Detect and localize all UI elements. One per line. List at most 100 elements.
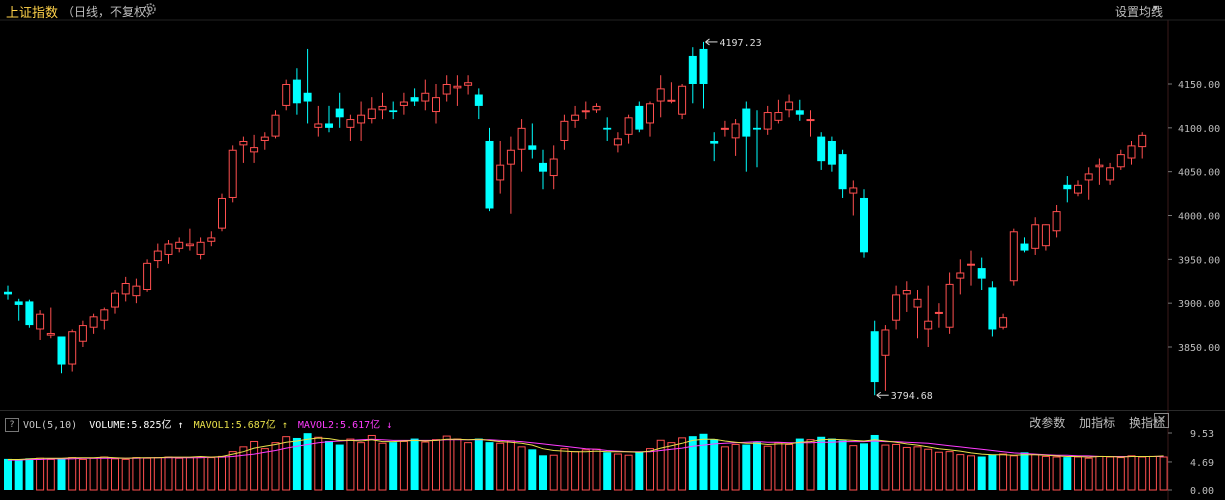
candle-body-down <box>870 331 879 383</box>
candle-body-down <box>539 162 547 172</box>
volume-bar-up <box>613 453 622 491</box>
volume-bar-up <box>1084 457 1093 491</box>
volume-bar-down <box>870 434 879 490</box>
volume-bar-up <box>346 438 355 491</box>
volume-bar-up <box>260 448 269 491</box>
volume-bar-up <box>1106 456 1115 491</box>
volume-bar-down <box>860 443 868 490</box>
indicator-tools: 改参数 加指标 换指标 <box>1019 414 1165 431</box>
candle-body-down <box>528 145 537 150</box>
candle-body-up <box>624 117 633 135</box>
price-tick-label: 4100.00 <box>1178 124 1220 135</box>
volume-bar-up <box>667 442 676 491</box>
volume-bar-up <box>1148 455 1157 491</box>
chevron-down-icon[interactable]: ▾ <box>1153 3 1159 14</box>
candle-body-down <box>817 136 826 162</box>
candle-body-up <box>164 243 173 255</box>
candle-body-down <box>827 140 836 165</box>
candle-body-up <box>763 112 772 130</box>
volume-bar-up <box>881 444 890 491</box>
change-params-button[interactable]: 改参数 <box>1029 416 1066 430</box>
volume-bar-up <box>89 457 98 491</box>
volume-bar-up <box>1074 456 1082 491</box>
candle-body-up <box>46 332 55 336</box>
volume-bar-up <box>720 446 729 491</box>
candle-body-up <box>399 101 408 106</box>
volume-bar-down <box>292 437 301 490</box>
candle-body-up <box>646 103 654 124</box>
candle-body-up <box>100 309 109 321</box>
candle-body-down <box>988 287 997 330</box>
volume-bar-up <box>164 456 173 491</box>
volume-bar-up <box>849 445 858 491</box>
candle-body-down <box>603 127 612 130</box>
candle-body-up <box>68 331 77 365</box>
candle-body-up <box>571 114 580 121</box>
candle-body-down <box>753 127 761 130</box>
volume-bar-up <box>421 441 430 491</box>
gear-icon[interactable] <box>143 2 157 16</box>
candle-body-down <box>474 94 483 106</box>
add-indicator-button[interactable]: 加指标 <box>1079 416 1116 430</box>
volume-bar-up <box>571 451 580 491</box>
candle-body-down <box>635 105 644 130</box>
candle-body-up <box>496 164 505 181</box>
candle-body-up <box>549 158 558 177</box>
chart-subtitle: （日线，不复权） <box>62 5 159 19</box>
candle-body-up <box>1009 231 1018 282</box>
candle-body-down <box>292 79 301 104</box>
volume-bar-down <box>4 458 12 490</box>
close-icon[interactable]: ✕ <box>1154 413 1169 428</box>
candle-body-up <box>271 114 280 137</box>
volume-bar-up <box>592 448 601 491</box>
candle-body-up <box>1041 224 1050 247</box>
candle-body-down <box>410 97 419 102</box>
help-icon[interactable]: ? <box>5 418 19 432</box>
volume-bar-down <box>485 442 494 490</box>
volume-tick-label: 9.53 <box>1190 429 1214 440</box>
mavol1-value: MAVOL1:5.687亿 <box>193 420 276 431</box>
candle-body-down <box>303 92 312 102</box>
ma-setting-button[interactable]: 设置均线 <box>1114 5 1163 19</box>
volume-bar-up <box>196 456 205 491</box>
volume-bar-up <box>228 451 237 491</box>
volume-bar-down <box>838 440 847 490</box>
candle-body-up <box>143 262 152 291</box>
volume-bar-up <box>111 458 119 491</box>
volume-bar-up <box>581 449 590 491</box>
volume-bar-down <box>742 444 751 490</box>
candle-body-up <box>218 197 226 229</box>
volume-bar-up <box>207 457 216 491</box>
price-tick-label: 4050.00 <box>1178 168 1220 179</box>
candle-body-up <box>1127 145 1136 159</box>
candle-body-up <box>1074 184 1082 194</box>
volume-bar-down <box>688 436 697 490</box>
candle-body-up <box>453 85 462 89</box>
candle-body-up <box>175 241 184 249</box>
volume-bar-up <box>924 448 933 491</box>
candle-body-up <box>442 84 451 95</box>
volume-bar-up <box>399 440 408 491</box>
volume-bar-up <box>806 439 815 491</box>
volume-bar-down <box>389 442 398 490</box>
candle-body-up <box>260 136 269 141</box>
candle-body-up <box>464 82 473 86</box>
switch-indicator-button[interactable]: 换指标 <box>1128 416 1165 430</box>
candle-body-up <box>913 298 922 308</box>
candle-body-up <box>36 313 45 330</box>
candle-body-up <box>111 292 119 308</box>
volume-bar-down <box>474 438 483 490</box>
candle-body-up <box>1138 134 1147 148</box>
volume-bar-down <box>827 438 836 490</box>
volume-bar-up <box>271 442 280 491</box>
candle-body-up <box>774 112 783 121</box>
candle-body-up <box>89 316 98 328</box>
volume-bar-up <box>785 443 794 491</box>
mavol1-line <box>8 437 1164 460</box>
volume-bar-up <box>378 442 387 491</box>
volume-bar-down <box>1020 452 1029 490</box>
candle-body-up <box>967 263 975 266</box>
volume-bar-up <box>902 446 911 491</box>
volume-bar-down <box>335 444 344 490</box>
